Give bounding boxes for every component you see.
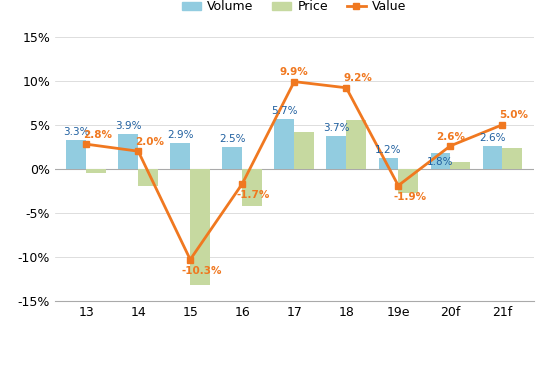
Text: 1.8%: 1.8% xyxy=(427,157,454,167)
Value xyxy=(447,144,454,148)
Bar xyxy=(170,143,190,169)
Value xyxy=(187,257,194,262)
Text: 9.2%: 9.2% xyxy=(343,73,372,83)
Text: 2.9%: 2.9% xyxy=(167,130,194,140)
Text: -1.7%: -1.7% xyxy=(237,190,271,200)
Bar xyxy=(346,120,366,169)
Bar xyxy=(274,119,294,169)
Text: 2.0%: 2.0% xyxy=(135,137,164,147)
Bar xyxy=(294,132,314,169)
Value xyxy=(395,184,402,188)
Value xyxy=(135,149,141,153)
Legend: Volume, Price, Value: Volume, Price, Value xyxy=(177,0,411,18)
Bar xyxy=(431,153,450,169)
Line: Value: Value xyxy=(82,78,506,263)
Value xyxy=(499,123,505,127)
Value xyxy=(83,142,90,146)
Text: 2.5%: 2.5% xyxy=(219,134,246,144)
Bar xyxy=(242,169,262,206)
Bar xyxy=(378,158,398,169)
Text: 5.0%: 5.0% xyxy=(499,110,528,120)
Text: 3.3%: 3.3% xyxy=(63,127,90,137)
Text: 9.9%: 9.9% xyxy=(280,67,309,77)
Text: 3.7%: 3.7% xyxy=(323,123,350,133)
Value xyxy=(291,79,298,84)
Text: -1.9%: -1.9% xyxy=(393,192,426,202)
Bar xyxy=(118,134,138,169)
Value xyxy=(239,182,245,186)
Bar xyxy=(327,136,346,169)
Bar xyxy=(67,140,86,169)
Bar xyxy=(502,148,522,169)
Value xyxy=(343,86,350,90)
Text: 2.6%: 2.6% xyxy=(436,131,465,142)
Text: 3.9%: 3.9% xyxy=(115,121,141,131)
Bar xyxy=(482,146,502,169)
Bar xyxy=(138,169,158,186)
Text: 2.8%: 2.8% xyxy=(83,130,112,140)
Bar xyxy=(222,147,242,169)
Text: 5.7%: 5.7% xyxy=(271,106,298,116)
Bar xyxy=(86,169,106,173)
Bar xyxy=(398,169,418,193)
Text: -10.3%: -10.3% xyxy=(182,266,222,276)
Text: 1.2%: 1.2% xyxy=(375,145,402,155)
Text: 2.6%: 2.6% xyxy=(479,133,505,143)
Bar xyxy=(450,162,470,169)
Bar xyxy=(190,169,210,285)
